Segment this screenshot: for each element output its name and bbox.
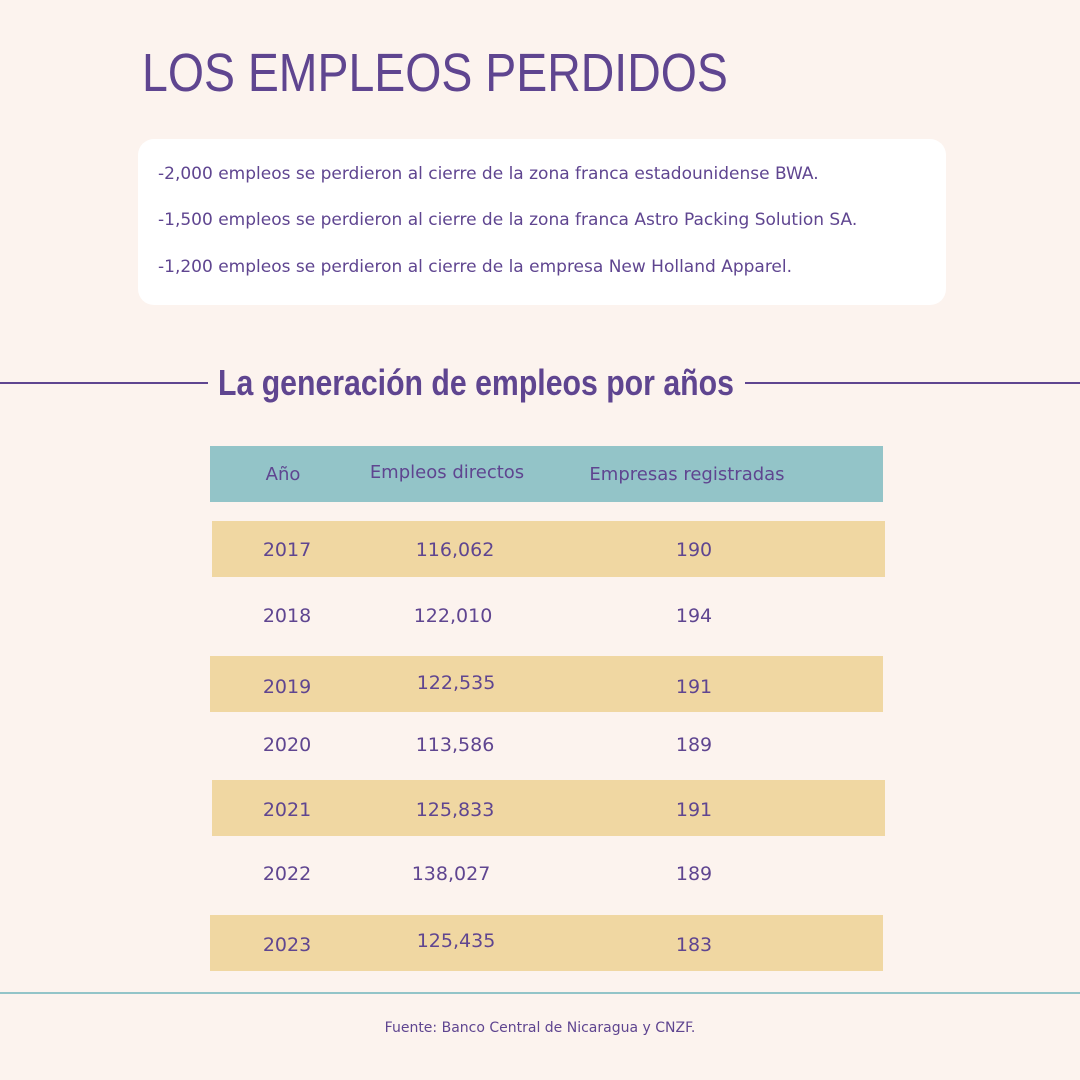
year-cell: 2020	[262, 734, 312, 756]
year-cell: 2017	[262, 539, 312, 561]
companies-cell: 189	[675, 863, 713, 885]
companies-cell: 194	[675, 605, 713, 627]
jobs-cell: 125,435	[416, 930, 496, 952]
loss-item: -1,500 empleos se perdieron al cierre de…	[158, 210, 858, 230]
jobs-cell: 113,586	[415, 734, 495, 756]
column-header-year: Año	[265, 464, 301, 485]
column-header-jobs: Empleos directos	[369, 462, 525, 483]
footer-divider	[0, 992, 1080, 994]
year-cell: 2018	[262, 605, 312, 627]
year-cell: 2022	[262, 863, 312, 885]
jobs-cell: 125,833	[415, 799, 495, 821]
loss-item: -2,000 empleos se perdieron al cierre de…	[158, 164, 819, 184]
column-header-companies: Empresas registradas	[589, 464, 785, 485]
companies-cell: 189	[675, 734, 713, 756]
year-cell: 2021	[262, 799, 312, 821]
companies-cell: 190	[675, 539, 713, 561]
table-row-band	[210, 915, 883, 971]
jobs-cell: 122,535	[416, 672, 496, 694]
year-cell: 2019	[262, 676, 312, 698]
divider-left	[0, 382, 208, 384]
companies-cell: 191	[675, 799, 713, 821]
table-header	[210, 446, 883, 502]
loss-item: -1,200 empleos se perdieron al cierre de…	[158, 257, 793, 277]
jobs-cell: 122,010	[413, 605, 493, 627]
source-note: Fuente: Banco Central de Nicaragua y CNZ…	[384, 1020, 696, 1036]
table-row-band	[212, 780, 885, 836]
companies-cell: 191	[675, 676, 713, 698]
jobs-cell: 116,062	[415, 539, 495, 561]
table-title: La generación de empleos por años	[218, 362, 734, 403]
companies-cell: 183	[675, 934, 713, 956]
divider-right	[745, 382, 1080, 384]
table-row-band	[212, 521, 885, 577]
table-row-band	[210, 656, 883, 712]
year-cell: 2023	[262, 934, 312, 956]
page-title: LOS EMPLEOS PERDIDOS	[142, 43, 728, 103]
job-losses-box: -2,000 empleos se perdieron al cierre de…	[138, 139, 946, 305]
jobs-cell: 138,027	[411, 863, 491, 885]
